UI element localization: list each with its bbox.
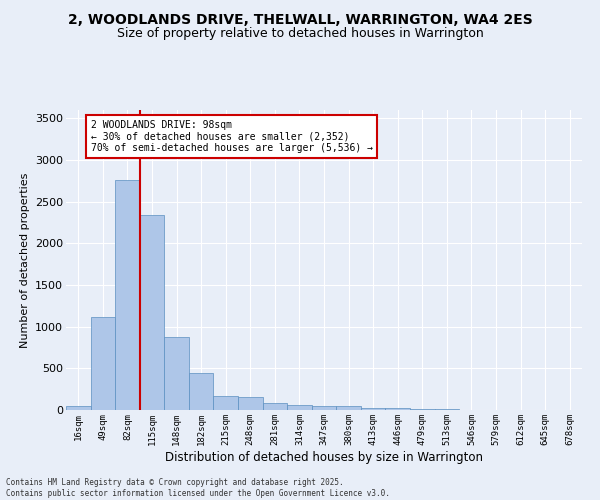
Bar: [263, 402, 287, 410]
Bar: [91, 316, 115, 410]
Bar: [336, 406, 361, 410]
Text: 2, WOODLANDS DRIVE, THELWALL, WARRINGTON, WA4 2ES: 2, WOODLANDS DRIVE, THELWALL, WARRINGTON…: [68, 12, 532, 26]
Text: 2 WOODLANDS DRIVE: 98sqm
← 30% of detached houses are smaller (2,352)
70% of sem: 2 WOODLANDS DRIVE: 98sqm ← 30% of detach…: [91, 120, 373, 153]
Bar: [410, 409, 434, 410]
Bar: [140, 215, 164, 410]
Text: Size of property relative to detached houses in Warrington: Size of property relative to detached ho…: [116, 28, 484, 40]
Bar: [434, 409, 459, 410]
Bar: [115, 180, 140, 410]
Bar: [385, 408, 410, 410]
Bar: [238, 396, 263, 410]
Bar: [164, 336, 189, 410]
Bar: [361, 408, 385, 410]
Bar: [287, 405, 312, 410]
Y-axis label: Number of detached properties: Number of detached properties: [20, 172, 29, 348]
X-axis label: Distribution of detached houses by size in Warrington: Distribution of detached houses by size …: [165, 450, 483, 464]
Bar: [214, 396, 238, 410]
Bar: [312, 406, 336, 410]
Text: Contains HM Land Registry data © Crown copyright and database right 2025.
Contai: Contains HM Land Registry data © Crown c…: [6, 478, 390, 498]
Bar: [189, 374, 214, 410]
Bar: [66, 406, 91, 410]
